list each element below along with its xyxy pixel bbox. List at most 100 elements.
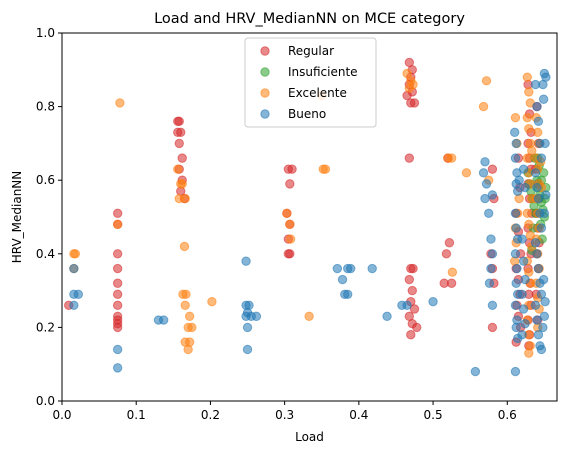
scatter-point-excelente [481, 76, 492, 86]
scatter-point-excelente [207, 296, 217, 307]
x-tick-label: 0.5 [424, 408, 443, 422]
scatter-point-bueno [470, 366, 481, 377]
scatter-point-excelente [524, 123, 534, 134]
scatter-point-bueno [538, 322, 548, 333]
scatter-point-bueno [533, 116, 544, 127]
scatter-point-regular [285, 179, 295, 189]
legend: Regular Insuficiente Excelente Bueno [244, 37, 377, 128]
scatter-point-bueno [518, 304, 529, 314]
scatter-point-regular [112, 208, 123, 219]
scatter-point-bueno [512, 263, 522, 274]
scatter-point-bueno [540, 138, 550, 149]
scatter-point-bueno [337, 274, 348, 285]
scatter-point-regular [412, 322, 422, 333]
scatter-point-regular [177, 153, 187, 163]
scatter-point-regular [487, 322, 498, 333]
x-tick-label: 0.0 [52, 408, 71, 422]
scatter-point-excelente [177, 179, 187, 189]
scatter-point-bueno [484, 278, 495, 288]
scatter-point-bueno [539, 311, 550, 322]
scatter-point-regular [441, 249, 452, 259]
legend-label-insuficiente: Insuficiente [288, 65, 358, 79]
scatter-point-regular [404, 274, 415, 285]
y-tick-label: 1.0 [36, 26, 55, 40]
scatter-point-excelente [522, 208, 533, 219]
x-tick-label: 0.1 [127, 408, 146, 422]
scatter-point-bueno [533, 263, 544, 274]
scatter-point-bueno [345, 263, 356, 274]
scatter-point-bueno [514, 175, 524, 185]
x-tick-label: 0.2 [201, 408, 220, 422]
scatter-point-bueno [510, 300, 521, 311]
x-axis-label: Load [295, 430, 324, 444]
scatter-point-bueno [112, 363, 123, 373]
scatter-point-regular [174, 116, 184, 127]
scatter-point-bueno [538, 94, 549, 104]
scatter-point-bueno [484, 208, 494, 219]
scatter-point-bueno [480, 157, 490, 167]
scatter-point-regular [112, 300, 123, 311]
scatter-point-bueno [512, 186, 523, 196]
scatter-point-bueno [532, 182, 542, 193]
scatter-point-bueno [511, 223, 521, 233]
legend-items: Regular Insuficiente Excelente Bueno [260, 44, 358, 121]
scatter-point-regular [112, 289, 123, 299]
scatter-point-excelente [527, 146, 537, 156]
scatter-point-regular [409, 98, 420, 108]
legend-marker-excelente [260, 88, 270, 98]
legend-label-bueno: Bueno [288, 107, 326, 121]
legend-marker-regular [260, 46, 270, 56]
scatter-point-bueno [367, 263, 377, 274]
chart-title: Load and HRV_MedianNN on MCE category [154, 11, 465, 27]
scatter-point-excelente [180, 193, 190, 204]
scatter-point-bueno [343, 289, 353, 299]
scatter-point-bueno [530, 238, 541, 248]
scatter-point-bueno [533, 193, 544, 204]
scatter-point-regular [112, 249, 123, 259]
scatter-point-excelente [478, 101, 489, 112]
scatter-point-excelente [522, 72, 533, 82]
scatter-point-regular [285, 249, 295, 259]
y-tick-label: 0.0 [36, 394, 55, 408]
scatter-point-bueno [69, 300, 79, 311]
legend-label-excelente: Excelente [288, 86, 347, 100]
scatter-point-bueno [428, 296, 438, 307]
y-tick-label: 0.6 [36, 173, 55, 187]
scatter-point-bueno [510, 249, 521, 259]
scatter-point-excelente [285, 234, 296, 244]
scatter-point-bueno [540, 296, 550, 307]
scatter-point-excelente [173, 164, 183, 174]
scatter-point-bueno [530, 168, 541, 178]
scatter-point-bueno [510, 366, 521, 377]
y-tick-label: 0.2 [36, 320, 55, 334]
scatter-point-bueno [480, 193, 490, 204]
scatter-point-bueno [511, 138, 521, 149]
scatter-point-excelente [446, 153, 457, 163]
x-axis-ticks: 0.0 0.1 0.2 0.3 0.4 0.5 0.6 [52, 401, 517, 422]
scatter-point-regular [487, 164, 498, 174]
scatter-point-excelente [181, 289, 191, 299]
scatter-point-regular [407, 285, 417, 296]
scatter-point-bueno [518, 164, 529, 174]
scatter-point-bueno [481, 179, 492, 189]
scatter-point-excelente [304, 311, 314, 322]
scatter-point-bueno [402, 300, 412, 311]
legend-frame [244, 37, 377, 128]
scatter-point-bueno [510, 127, 520, 138]
scatter-point-regular [174, 138, 184, 149]
scatter-point-bueno [539, 208, 550, 219]
scatter-point-excelente [510, 112, 521, 123]
scatter-point-bueno [486, 234, 496, 244]
legend-marker-insuficiente [260, 67, 270, 77]
scatter-point-bueno [532, 315, 542, 325]
scatter-point-bueno [536, 344, 547, 355]
scatter-point-excelente [447, 267, 458, 277]
scatter-point-regular [404, 153, 415, 163]
scatter-point-bueno [536, 289, 547, 299]
scatter-point-bueno [520, 274, 530, 285]
scatter-point-bueno [520, 182, 530, 193]
data-points-layer [63, 57, 551, 377]
scatter-point-excelente [70, 249, 81, 259]
x-tick-label: 0.4 [349, 408, 368, 422]
